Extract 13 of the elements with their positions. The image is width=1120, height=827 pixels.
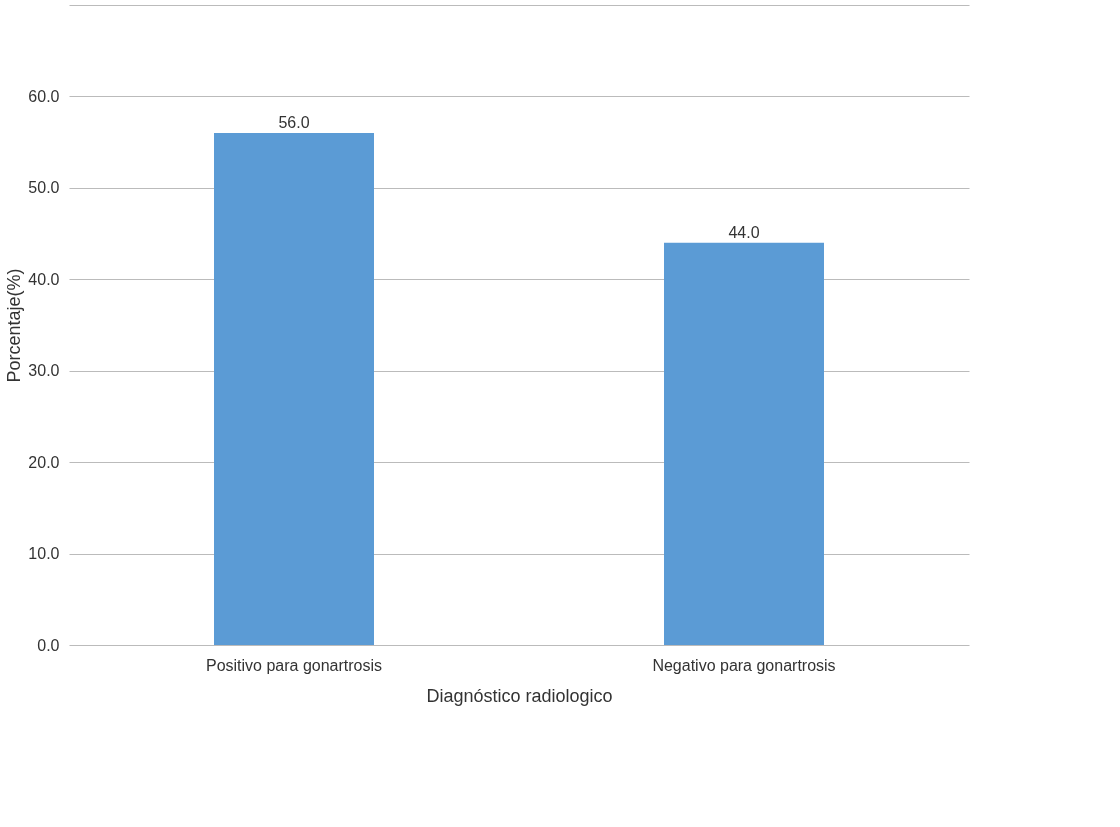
y-axis-title: Porcentaje(%)	[4, 268, 25, 383]
x-axis-title: Diagnóstico radiologico	[426, 685, 613, 706]
y-tick-label: 0.0	[37, 636, 60, 654]
y-tick-label: 60.0	[28, 87, 60, 105]
y-tick-label: 50.0	[28, 179, 60, 197]
y-tick-label: 20.0	[28, 453, 60, 471]
x-tick-label: Positivo para gonartrosis	[205, 656, 383, 674]
y-tick-label: 10.0	[28, 545, 60, 563]
y-tick-label: 30.0	[28, 362, 60, 380]
data-label: 56.0	[278, 114, 310, 131]
data-label: 44.0	[728, 223, 760, 241]
y-tick-label: 40.0	[28, 270, 60, 288]
x-tick-label: Negativo para gonartrosis	[652, 656, 836, 674]
